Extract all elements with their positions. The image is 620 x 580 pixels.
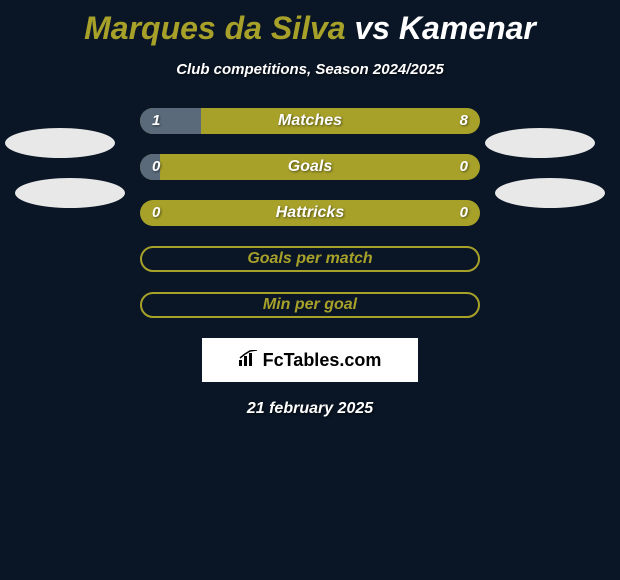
stat-bar: 18Matches: [140, 108, 480, 134]
subtitle: Club competitions, Season 2024/2025: [0, 61, 620, 78]
stat-bar: 00Hattricks: [140, 200, 480, 226]
stat-label: Goals per match: [142, 248, 478, 270]
avatar-placeholder: [485, 128, 595, 158]
stat-bar-empty: Min per goal: [140, 292, 480, 318]
stat-label: Matches: [140, 108, 480, 134]
comparison-chart: 18Matches 00Goals 00Hattricks Goals per mat…: [0, 108, 620, 418]
page-title: Marques da Silva vs Kamenar: [0, 0, 620, 47]
stat-label: Goals: [140, 154, 480, 180]
avatar-placeholder: [495, 178, 605, 208]
stat-label: Hattricks: [140, 200, 480, 226]
date-label: 21 february 2025: [0, 400, 620, 418]
logo-text: FcTables.com: [263, 350, 382, 371]
chart-icon: [239, 350, 259, 371]
vs-text: vs: [354, 10, 390, 46]
stat-label: Min per goal: [142, 294, 478, 316]
avatar-placeholder: [5, 128, 115, 158]
player2-name: Kamenar: [399, 10, 536, 46]
logo-box: FcTables.com: [202, 338, 418, 382]
avatar-placeholder: [15, 178, 125, 208]
stat-bar-empty: Goals per match: [140, 246, 480, 272]
player1-name: Marques da Silva: [84, 10, 345, 46]
stat-bar: 00Goals: [140, 154, 480, 180]
